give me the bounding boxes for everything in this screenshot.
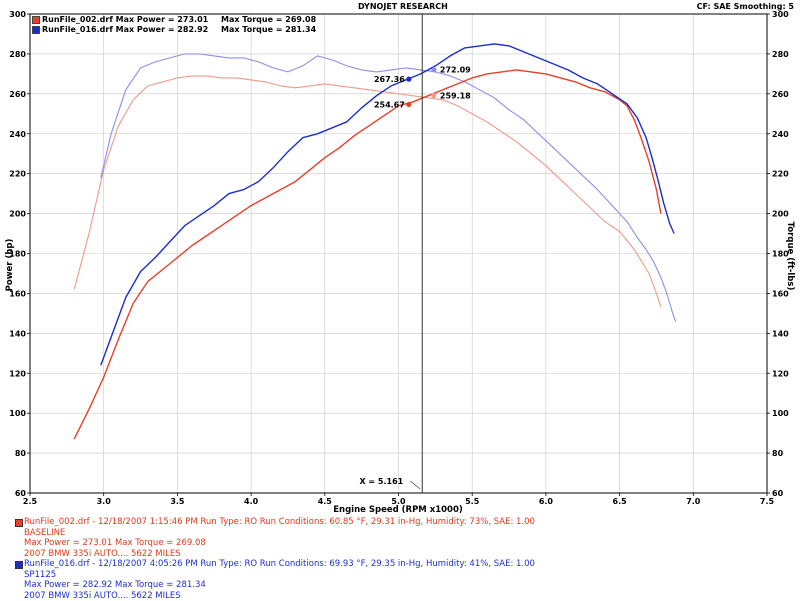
x-tick-label: 2.5 — [23, 497, 38, 506]
legend-max-power: Max Power = 282.92 — [116, 25, 209, 34]
y-axis-label: Power (hp) — [5, 239, 15, 292]
run-info-line: BASELINE — [24, 528, 535, 539]
run-info-002: RunFile_002.drf - 12/18/2007 1:15:46 PM … — [24, 517, 535, 559]
y-tick-label: 80 — [15, 449, 27, 458]
value-marker-label: 259.18 — [440, 91, 471, 100]
y-tick-label: 280 — [9, 50, 26, 59]
y2-tick-label: 140 — [772, 329, 789, 338]
y-tick-label: 260 — [9, 90, 26, 99]
x-tick-label: 6.5 — [613, 497, 628, 506]
legend-file: RunFile_016.drf — [42, 25, 113, 34]
legend-item-run-002: RunFile_002.drf Max Power = 273.01 Max T… — [32, 15, 316, 24]
run-color-swatch — [15, 561, 23, 569]
x-tick-label: 7.0 — [686, 497, 701, 506]
run-info-line: 2007 BMW 335i AUTO.... 5622 MILES — [24, 591, 535, 601]
y-tick-label: 300 — [9, 10, 26, 19]
legend-max-torque: Max Torque = 281.34 — [221, 25, 316, 34]
x-tick-label: 4.0 — [244, 497, 259, 506]
legend-swatch — [32, 26, 40, 34]
run-info-line: Max Power = 282.92 Max Torque = 281.34 — [24, 580, 535, 591]
y2-tick-label: 300 — [772, 10, 789, 19]
y2-axis-label: Torque (ft-lbs) — [785, 222, 795, 291]
legend-max-power: Max Power = 273.01 — [116, 15, 209, 24]
run-info-line: SP1125 — [24, 570, 535, 581]
y2-tick-label: 200 — [772, 210, 789, 219]
y2-tick-label: 100 — [772, 409, 789, 418]
x-tick-label: 7.5 — [760, 497, 775, 506]
y2-tick-label: 80 — [772, 449, 784, 458]
y2-tick-label: 220 — [772, 170, 789, 179]
run-info-line: RunFile_002.drf - 12/18/2007 1:15:46 PM … — [24, 517, 535, 528]
y2-tick-label: 240 — [772, 130, 789, 139]
legend-max-torque: Max Torque = 269.08 — [221, 15, 316, 24]
y-tick-label: 140 — [9, 329, 26, 338]
header-settings: CF: SAE Smoothing: 5 — [697, 2, 794, 11]
y-tick-label: 60 — [15, 489, 27, 498]
chart-title: DYNOJET RESEARCH — [358, 2, 448, 11]
run-color-swatch — [15, 519, 23, 527]
x-tick-label: 3.5 — [170, 497, 185, 506]
value-marker-label: 272.09 — [440, 66, 471, 75]
y-tick-label: 200 — [9, 210, 26, 219]
cursor-label: X = 5.161 — [359, 477, 403, 486]
x-tick-label: 4.5 — [318, 497, 333, 506]
value-marker-label: 267.36 — [374, 75, 405, 84]
y2-tick-label: 60 — [772, 489, 784, 498]
y2-tick-label: 280 — [772, 50, 789, 59]
value-marker — [406, 102, 411, 107]
value-marker — [431, 93, 436, 98]
y-tick-label: 240 — [9, 130, 26, 139]
run-info-line: 2007 BMW 335i AUTO.... 5622 MILES — [24, 549, 535, 560]
y-tick-label: 120 — [9, 369, 26, 378]
run-info-line: Max Power = 273.01 Max Torque = 269.08 — [24, 538, 535, 549]
y2-tick-label: 120 — [772, 369, 789, 378]
value-marker — [431, 67, 436, 72]
legend-file: RunFile_002.drf — [42, 15, 113, 24]
y2-tick-label: 160 — [772, 289, 789, 298]
x-tick-label: 3.0 — [97, 497, 112, 506]
y-tick-label: 100 — [9, 409, 26, 418]
value-marker — [406, 77, 411, 82]
x-tick-label: 5.5 — [465, 497, 480, 506]
y2-tick-label: 260 — [772, 90, 789, 99]
y-tick-label: 220 — [9, 170, 26, 179]
run-info-line: RunFile_016.drf - 12/18/2007 4:05:26 PM … — [24, 559, 535, 570]
legend-item-run-016: RunFile_016.drf Max Power = 282.92 Max T… — [32, 25, 316, 34]
run-info-016: RunFile_016.drf - 12/18/2007 4:05:26 PM … — [24, 559, 535, 601]
value-marker-label: 254.67 — [374, 100, 405, 109]
x-tick-label: 6.0 — [539, 497, 554, 506]
x-axis-label: Engine Speed (RPM x1000) — [333, 505, 463, 515]
legend-swatch — [32, 16, 40, 24]
